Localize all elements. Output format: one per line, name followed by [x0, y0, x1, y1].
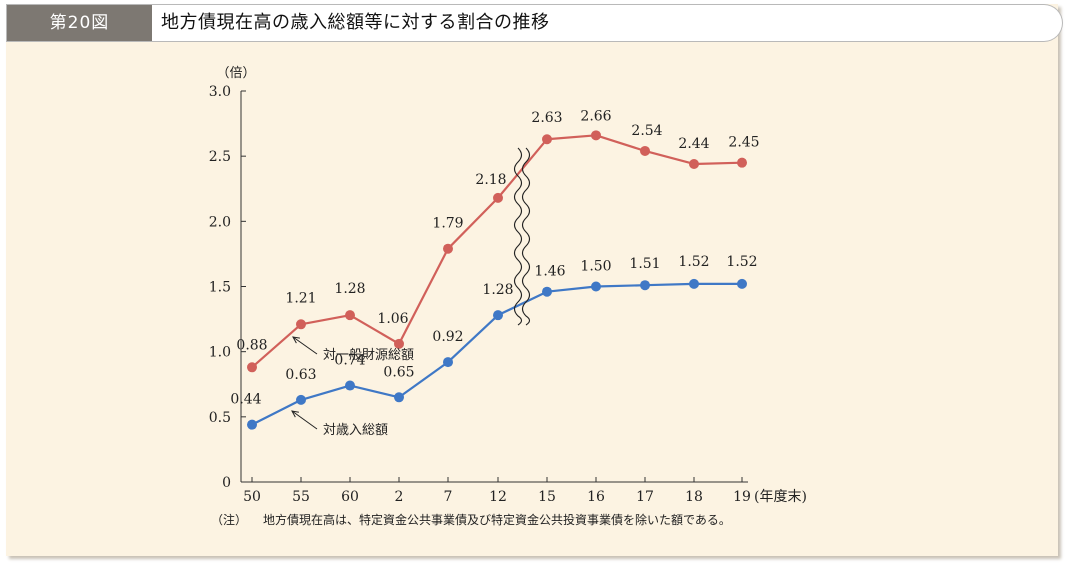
y-unit-label: （倍） — [216, 66, 255, 81]
data-label-general-revenue: 2.66 — [580, 108, 611, 124]
y-tick-label: 1.5 — [209, 280, 231, 296]
data-point-total-revenue — [345, 380, 355, 391]
footnote: （注） 地方債現在高は、特定資金公共事業債及び特定資金公共投資事業債を除いた額であ… — [211, 511, 731, 528]
footnote-text: 地方債現在高は、特定資金公共事業債及び特定資金公共投資事業債を除いた額である。 — [263, 513, 731, 527]
data-point-total-revenue — [394, 392, 404, 403]
data-label-general-revenue: 2.45 — [728, 135, 759, 151]
chart-axes: 0 0.5 1.0 1.5 2.0 2.5 3.0 （倍） 50 55 60 2 7 12 15 16 17 18… — [209, 66, 807, 505]
chart-series — [247, 130, 747, 430]
data-label-general-revenue: 1.21 — [285, 290, 316, 306]
y-tick-label: 0.5 — [209, 410, 231, 426]
data-label-total-revenue: 0.44 — [230, 392, 261, 408]
series-line-general-revenue — [251, 134, 743, 369]
data-label-general-revenue: 1.06 — [377, 311, 408, 327]
x-tick-label: 16 — [587, 489, 605, 505]
series-label-total-revenue: 対歳入総額 — [323, 423, 388, 438]
x-tick-label: 17 — [636, 489, 654, 505]
data-point-general-revenue — [443, 243, 453, 254]
data-label-total-revenue: 1.52 — [726, 254, 757, 270]
footnote-prefix: （注） — [211, 513, 248, 527]
series-label-general-revenue-arrow-head — [292, 336, 300, 344]
data-label-total-revenue: 1.28 — [482, 282, 513, 298]
data-label-total-revenue: 1.46 — [534, 264, 565, 280]
data-label-total-revenue: 0.65 — [383, 364, 414, 380]
y-tick-label: 3.0 — [209, 84, 231, 100]
data-point-total-revenue — [247, 419, 257, 430]
data-point-general-revenue — [737, 157, 747, 168]
data-point-general-revenue — [345, 310, 355, 321]
data-label-total-revenue: 1.52 — [678, 254, 709, 270]
data-label-general-revenue: 2.44 — [678, 136, 709, 152]
axis-break-line — [521, 147, 531, 326]
data-point-general-revenue — [394, 338, 404, 349]
data-point-general-revenue — [591, 130, 601, 141]
figure-title: 地方債現在高の歳入総額等に対する割合の推移 — [161, 12, 550, 33]
data-label-total-revenue: 0.74 — [334, 353, 365, 369]
chart-data-labels: 0.88 1.21 1.28 1.06 1.79 2.18 2.63 2.66 2.54 2.44… — [230, 108, 759, 407]
x-tick-label: 2 — [395, 489, 404, 505]
x-tick-label: 15 — [538, 489, 556, 505]
x-unit-label: (年度末) — [754, 489, 807, 505]
figure-panel: 第20図 地方債現在高の歳入総額等に対する割合の推移 — [6, 4, 1063, 556]
series-label-general-revenue-arrow-line — [292, 336, 318, 355]
x-tick-label: 60 — [341, 489, 359, 505]
data-label-total-revenue: 0.63 — [285, 367, 316, 383]
data-point-total-revenue — [737, 278, 747, 289]
data-point-general-revenue — [247, 362, 257, 373]
series-label-general-revenue: 対一般財源総額 — [323, 347, 414, 363]
y-tick-label: 2.0 — [209, 214, 231, 230]
header-cap — [1026, 4, 1063, 42]
data-label-general-revenue: 0.88 — [236, 337, 267, 353]
data-point-general-revenue — [493, 192, 503, 203]
data-point-general-revenue — [542, 134, 552, 145]
x-tick-label: 19 — [733, 489, 751, 505]
data-point-general-revenue — [689, 158, 699, 169]
data-label-total-revenue: 1.50 — [580, 259, 611, 275]
data-label-total-revenue: 0.92 — [432, 329, 463, 345]
x-tick-label: 7 — [444, 489, 453, 505]
data-point-total-revenue — [640, 280, 650, 291]
data-point-general-revenue — [640, 145, 650, 156]
data-point-total-revenue — [296, 394, 306, 405]
data-point-total-revenue — [689, 278, 699, 289]
x-tick-label: 18 — [685, 489, 703, 505]
x-tick-label: 12 — [489, 489, 507, 505]
y-tick-label: 2.5 — [209, 149, 231, 165]
x-tick-label: 50 — [243, 489, 261, 505]
series-label-total-revenue-arrow-line — [291, 410, 318, 430]
data-label-general-revenue: 2.18 — [475, 172, 506, 188]
data-point-general-revenue — [296, 319, 306, 330]
data-label-total-revenue: 1.51 — [629, 256, 660, 272]
data-label-general-revenue: 2.63 — [531, 110, 562, 126]
x-tick-label: 55 — [292, 489, 310, 505]
figure-header: 第20図 地方債現在高の歳入総額等に対する割合の推移 — [6, 4, 1063, 42]
data-point-total-revenue — [493, 310, 503, 321]
axis-break-line — [513, 147, 523, 326]
series-label-total-revenue-arrow-head — [291, 410, 299, 418]
data-point-total-revenue — [443, 357, 453, 368]
data-label-general-revenue: 2.54 — [631, 123, 662, 139]
data-label-general-revenue: 1.79 — [432, 216, 463, 232]
y-tick-label: 0 — [222, 475, 231, 491]
y-tick-label: 1.0 — [209, 345, 231, 361]
data-label-general-revenue: 1.28 — [334, 281, 365, 297]
data-point-total-revenue — [542, 286, 552, 297]
figure-number-label: 第20図 — [7, 5, 152, 41]
data-point-total-revenue — [591, 281, 601, 292]
